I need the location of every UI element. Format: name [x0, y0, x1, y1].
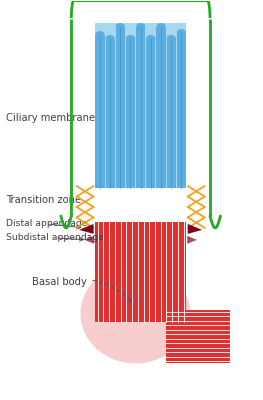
Bar — [95, 222, 186, 322]
Ellipse shape — [95, 31, 104, 38]
Bar — [136, 27, 145, 188]
Polygon shape — [84, 236, 94, 244]
Bar — [95, 34, 104, 188]
Polygon shape — [79, 224, 94, 234]
Bar — [116, 27, 125, 188]
Ellipse shape — [105, 35, 115, 42]
Ellipse shape — [136, 23, 145, 30]
Bar — [95, 23, 186, 188]
Bar — [156, 27, 166, 188]
Bar — [146, 38, 155, 188]
Text: Basal body: Basal body — [32, 277, 133, 303]
Text: Transition zone: Transition zone — [6, 195, 81, 205]
Bar — [167, 38, 176, 188]
Bar — [126, 38, 135, 188]
Ellipse shape — [116, 23, 125, 30]
Bar — [165, 310, 230, 364]
Text: Ciliary membrane: Ciliary membrane — [6, 113, 95, 123]
Ellipse shape — [126, 35, 135, 42]
Ellipse shape — [146, 35, 155, 42]
Ellipse shape — [167, 35, 176, 42]
Polygon shape — [187, 236, 197, 244]
Ellipse shape — [177, 29, 186, 36]
Polygon shape — [188, 224, 202, 234]
Bar — [177, 32, 186, 188]
Ellipse shape — [156, 23, 166, 30]
Bar — [105, 38, 115, 188]
Text: Subdistal appendage: Subdistal appendage — [6, 233, 104, 242]
Ellipse shape — [80, 264, 190, 364]
Text: Distal appendage: Distal appendage — [6, 220, 87, 229]
